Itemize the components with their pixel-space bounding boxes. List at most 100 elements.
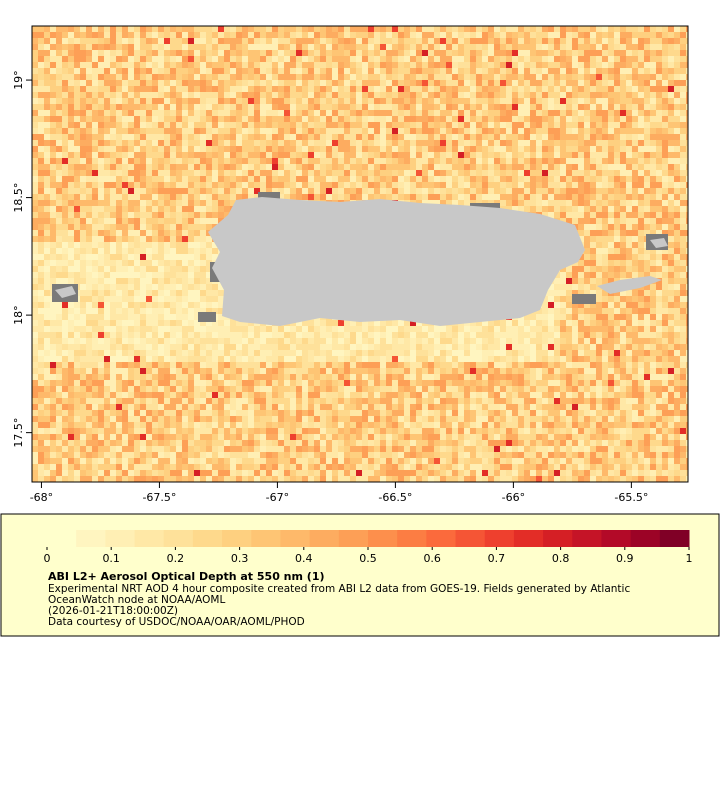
pixel xyxy=(572,44,578,50)
pixel xyxy=(536,188,542,194)
pixel xyxy=(674,80,680,86)
pixel xyxy=(110,242,116,248)
pixel xyxy=(302,80,308,86)
pixel xyxy=(458,176,464,182)
pixel xyxy=(104,146,110,152)
pixel xyxy=(98,158,104,164)
pixel xyxy=(80,290,86,296)
pixel xyxy=(344,188,350,194)
pixel xyxy=(98,164,104,170)
pixel xyxy=(620,86,626,92)
pixel xyxy=(356,86,362,92)
pixel xyxy=(662,116,668,122)
pixel xyxy=(248,122,254,128)
pixel xyxy=(104,182,110,188)
pixel xyxy=(596,278,602,284)
pixel xyxy=(632,26,638,32)
pixel xyxy=(686,200,688,206)
pixel xyxy=(32,92,38,98)
pixel xyxy=(560,200,566,206)
pixel xyxy=(152,104,158,110)
pixel xyxy=(644,92,650,98)
pixel xyxy=(686,122,688,128)
pixel xyxy=(284,68,290,74)
pixel xyxy=(242,140,248,146)
pixel xyxy=(92,38,98,44)
pixel xyxy=(656,86,662,92)
pixel xyxy=(452,182,458,188)
pixel xyxy=(110,206,116,212)
pixel xyxy=(566,80,572,86)
pixel xyxy=(458,200,464,206)
pixel xyxy=(242,134,248,140)
pixel xyxy=(194,122,200,128)
pixel xyxy=(236,134,242,140)
pixel xyxy=(242,128,248,134)
pixel xyxy=(434,68,440,74)
pixel xyxy=(44,146,50,152)
pixel xyxy=(254,116,260,122)
pixel xyxy=(530,176,536,182)
pixel xyxy=(674,56,680,62)
pixel xyxy=(548,74,554,80)
pixel xyxy=(116,152,122,158)
pixel xyxy=(674,188,680,194)
pixel xyxy=(590,86,596,92)
pixel xyxy=(680,194,686,200)
pixel xyxy=(686,260,688,266)
pixel xyxy=(242,32,248,38)
pixel xyxy=(302,56,308,62)
pixel xyxy=(554,284,560,290)
pixel xyxy=(152,134,158,140)
pixel xyxy=(104,200,110,206)
pixel xyxy=(596,80,602,86)
pixel xyxy=(152,68,158,74)
pixel xyxy=(200,152,206,158)
pixel xyxy=(44,152,50,158)
pixel xyxy=(572,194,578,200)
pixel xyxy=(362,68,368,74)
pixel xyxy=(260,26,266,32)
pixel xyxy=(188,254,194,260)
pixel xyxy=(278,128,284,134)
pixel xyxy=(686,44,688,50)
pixel xyxy=(662,110,668,116)
pixel xyxy=(152,218,158,224)
pixel xyxy=(218,50,224,56)
pixel xyxy=(662,26,668,32)
pixel xyxy=(164,104,170,110)
pixel xyxy=(470,176,476,182)
pixel xyxy=(662,206,668,212)
pixel xyxy=(140,26,146,32)
pixel xyxy=(98,80,104,86)
pixel xyxy=(662,284,668,290)
pixel xyxy=(638,200,644,206)
pixel xyxy=(152,284,158,290)
pixel xyxy=(632,110,638,116)
pixel xyxy=(578,194,584,200)
pixel xyxy=(326,158,332,164)
pixel xyxy=(452,134,458,140)
pixel xyxy=(686,254,688,260)
pixel xyxy=(326,62,332,68)
pixel xyxy=(206,206,212,212)
pixel xyxy=(584,254,590,260)
pixel xyxy=(116,86,122,92)
pixel xyxy=(218,44,224,50)
pixel xyxy=(128,260,134,266)
pixel xyxy=(680,158,686,164)
pixel xyxy=(494,104,500,110)
pixel xyxy=(92,284,98,290)
pixel xyxy=(182,50,188,56)
pixel xyxy=(152,278,158,284)
pixel xyxy=(134,296,140,302)
pixel xyxy=(140,254,146,260)
pixel xyxy=(524,110,530,116)
pixel xyxy=(374,50,380,56)
pixel xyxy=(338,56,344,62)
pixel xyxy=(626,242,632,248)
pixel xyxy=(674,236,680,242)
pixel xyxy=(434,50,440,56)
pixel xyxy=(74,224,80,230)
pixel xyxy=(176,38,182,44)
